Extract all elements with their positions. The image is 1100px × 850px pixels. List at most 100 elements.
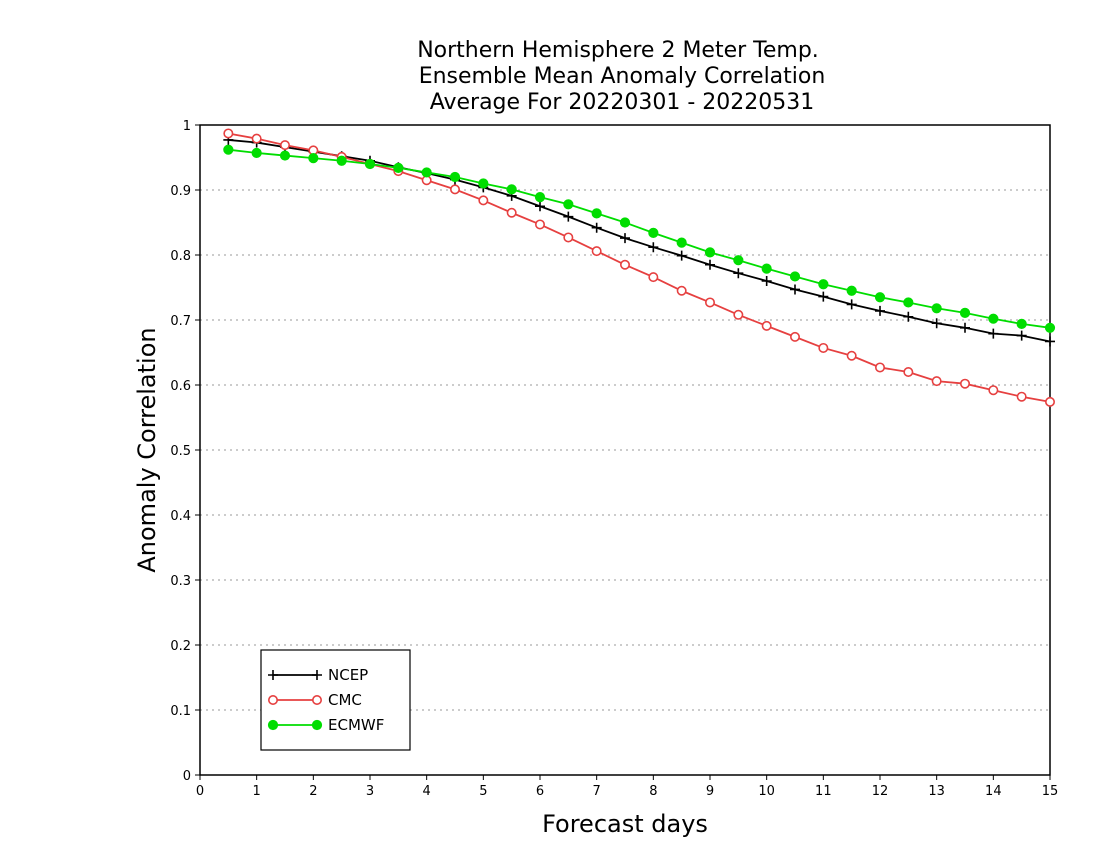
legend-label: CMC [328,691,362,709]
data-point-ecmwf [733,255,744,266]
legend-label: ECMWF [328,716,384,734]
legend-item-ncep: NCEP [268,666,368,684]
data-point-ncep [648,242,659,253]
data-point-cmc [903,366,914,377]
x-tick-label: 1 [253,784,261,799]
x-tick-label: 13 [928,784,945,799]
data-point-ncep [931,318,942,329]
data-point-ncep [1016,330,1027,341]
series-cmc [223,128,1056,407]
data-point-ecmwf [789,271,801,282]
data-point-ecmwf [619,217,631,228]
data-point-cmc [648,272,659,283]
legend: NCEP CMC ECMWF [260,649,411,751]
data-point-ncep [903,311,914,322]
data-point-ecmwf [308,153,319,164]
data-point-ecmwf [364,158,376,170]
data-point-ncep [676,250,687,261]
data-point-ecmwf [223,144,234,155]
data-point-cmc [789,331,800,342]
data-point-ecmwf [1016,318,1027,329]
x-tick-label: 3 [366,784,374,799]
data-point-ncep [620,233,630,244]
data-point-cmc [733,309,744,320]
data-point-cmc [931,376,942,387]
data-point-cmc [478,195,489,206]
data-point-ecmwf [903,297,914,308]
x-tick-label: 5 [479,784,487,799]
data-point-ecmwf [336,155,347,166]
y-axis-title: Anomaly Correlation [133,327,161,572]
x-tick-label: 7 [593,784,601,799]
data-point-ecmwf [449,171,461,183]
data-point-ncep [875,305,885,316]
data-point-ncep [705,259,715,270]
data-point-cmc [449,184,460,195]
data-point-cmc [959,378,970,389]
data-point-cmc [846,350,857,361]
x-tick-label: 8 [649,784,657,799]
data-point-ecmwf [393,162,404,173]
x-tick-label: 10 [758,784,775,799]
legend-marker [267,719,279,731]
series-layer [223,128,1056,407]
data-point-ncep [988,328,999,339]
data-point-ecmwf [818,279,829,290]
y-tick-label: 0.2 [170,639,191,654]
x-tick-label: 12 [872,784,889,799]
data-point-ncep [563,211,574,222]
data-point-ncep [790,284,800,295]
y-tick-label: 0.9 [170,184,191,199]
y-tick-label: 0.1 [170,704,191,719]
data-point-ncep [960,322,970,333]
data-point-ecmwf [846,285,857,296]
data-point-cmc [279,140,290,151]
data-point-cmc [534,219,545,230]
data-point-cmc [874,362,885,373]
data-point-ecmwf [988,313,999,324]
data-point-ecmwf [563,199,574,210]
data-point-cmc [506,207,517,218]
x-tick-label: 9 [706,784,714,799]
data-point-cmc [251,133,262,144]
x-tick-label: 15 [1042,784,1059,799]
y-tick-label: 0 [183,769,191,784]
data-point-ecmwf [506,184,517,195]
legend-marker [267,694,278,705]
legend-label: NCEP [328,666,368,684]
y-tick-label: 0.6 [170,379,191,394]
data-point-cmc [988,385,999,396]
data-point-cmc [761,320,772,331]
data-point-ecmwf [534,192,546,203]
data-point-ecmwf [648,227,659,238]
data-point-ncep [846,299,857,310]
data-point-ncep [1045,336,1055,347]
data-point-ecmwf [761,263,772,274]
data-point-ecmwf [676,237,687,248]
series-ncep [223,134,1055,347]
data-point-ecmwf [959,307,971,318]
data-point-cmc [1045,396,1056,407]
y-tick-label: 0.3 [170,574,191,589]
title-line-1: Northern Hemisphere 2 Meter Temp. [417,38,819,63]
data-point-ncep [733,268,744,279]
y-tick-label: 0.4 [170,509,191,524]
data-point-ecmwf [251,147,262,159]
data-point-ecmwf [931,303,942,314]
x-tick-label: 4 [423,784,431,799]
data-point-cmc [619,259,630,270]
y-tick-label: 0.8 [170,249,191,264]
data-point-ncep [591,222,602,233]
legend-item-cmc: CMC [267,691,362,709]
legend-marker [311,719,323,731]
data-point-ecmwf [478,178,489,189]
legend-marker [268,670,278,680]
title-line-2: Ensemble Mean Anomaly Correlation [419,64,826,89]
x-tick-label: 11 [815,784,832,799]
x-axis-title: Forecast days [542,810,708,838]
y-axis: 0 0.1 0.2 0.3 0.4 0.5 0.6 0.7 0.8 0.9 1 [170,119,200,784]
data-point-cmc [591,246,602,257]
x-tick-label: 14 [985,784,1002,799]
data-point-cmc [818,342,829,353]
